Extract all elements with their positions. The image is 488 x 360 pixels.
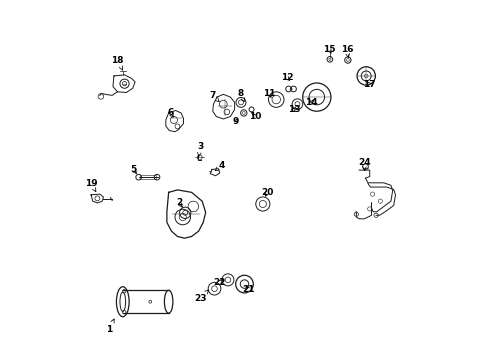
Text: 11: 11 — [263, 89, 275, 98]
Text: 9: 9 — [232, 117, 238, 126]
Text: 12: 12 — [280, 73, 292, 82]
Text: 10: 10 — [248, 112, 261, 121]
Text: 22: 22 — [213, 278, 225, 287]
Text: 17: 17 — [363, 80, 375, 89]
Text: 5: 5 — [130, 165, 136, 174]
Text: 16: 16 — [340, 45, 352, 58]
Text: 23: 23 — [194, 290, 208, 303]
Text: 14: 14 — [305, 98, 317, 107]
Text: 7: 7 — [209, 91, 219, 102]
Text: 21: 21 — [241, 285, 254, 294]
Text: 18: 18 — [111, 55, 123, 70]
Text: 19: 19 — [84, 179, 97, 192]
Text: 6: 6 — [167, 108, 173, 117]
Text: 8: 8 — [237, 89, 244, 102]
Bar — [140, 175, 155, 179]
Text: 24: 24 — [357, 158, 370, 170]
Text: 2: 2 — [176, 198, 182, 207]
Text: 15: 15 — [322, 45, 335, 54]
Text: 4: 4 — [215, 161, 224, 171]
Text: 1: 1 — [105, 319, 114, 334]
Text: 20: 20 — [261, 188, 273, 197]
Text: 13: 13 — [287, 105, 300, 114]
Text: 3: 3 — [197, 142, 203, 157]
